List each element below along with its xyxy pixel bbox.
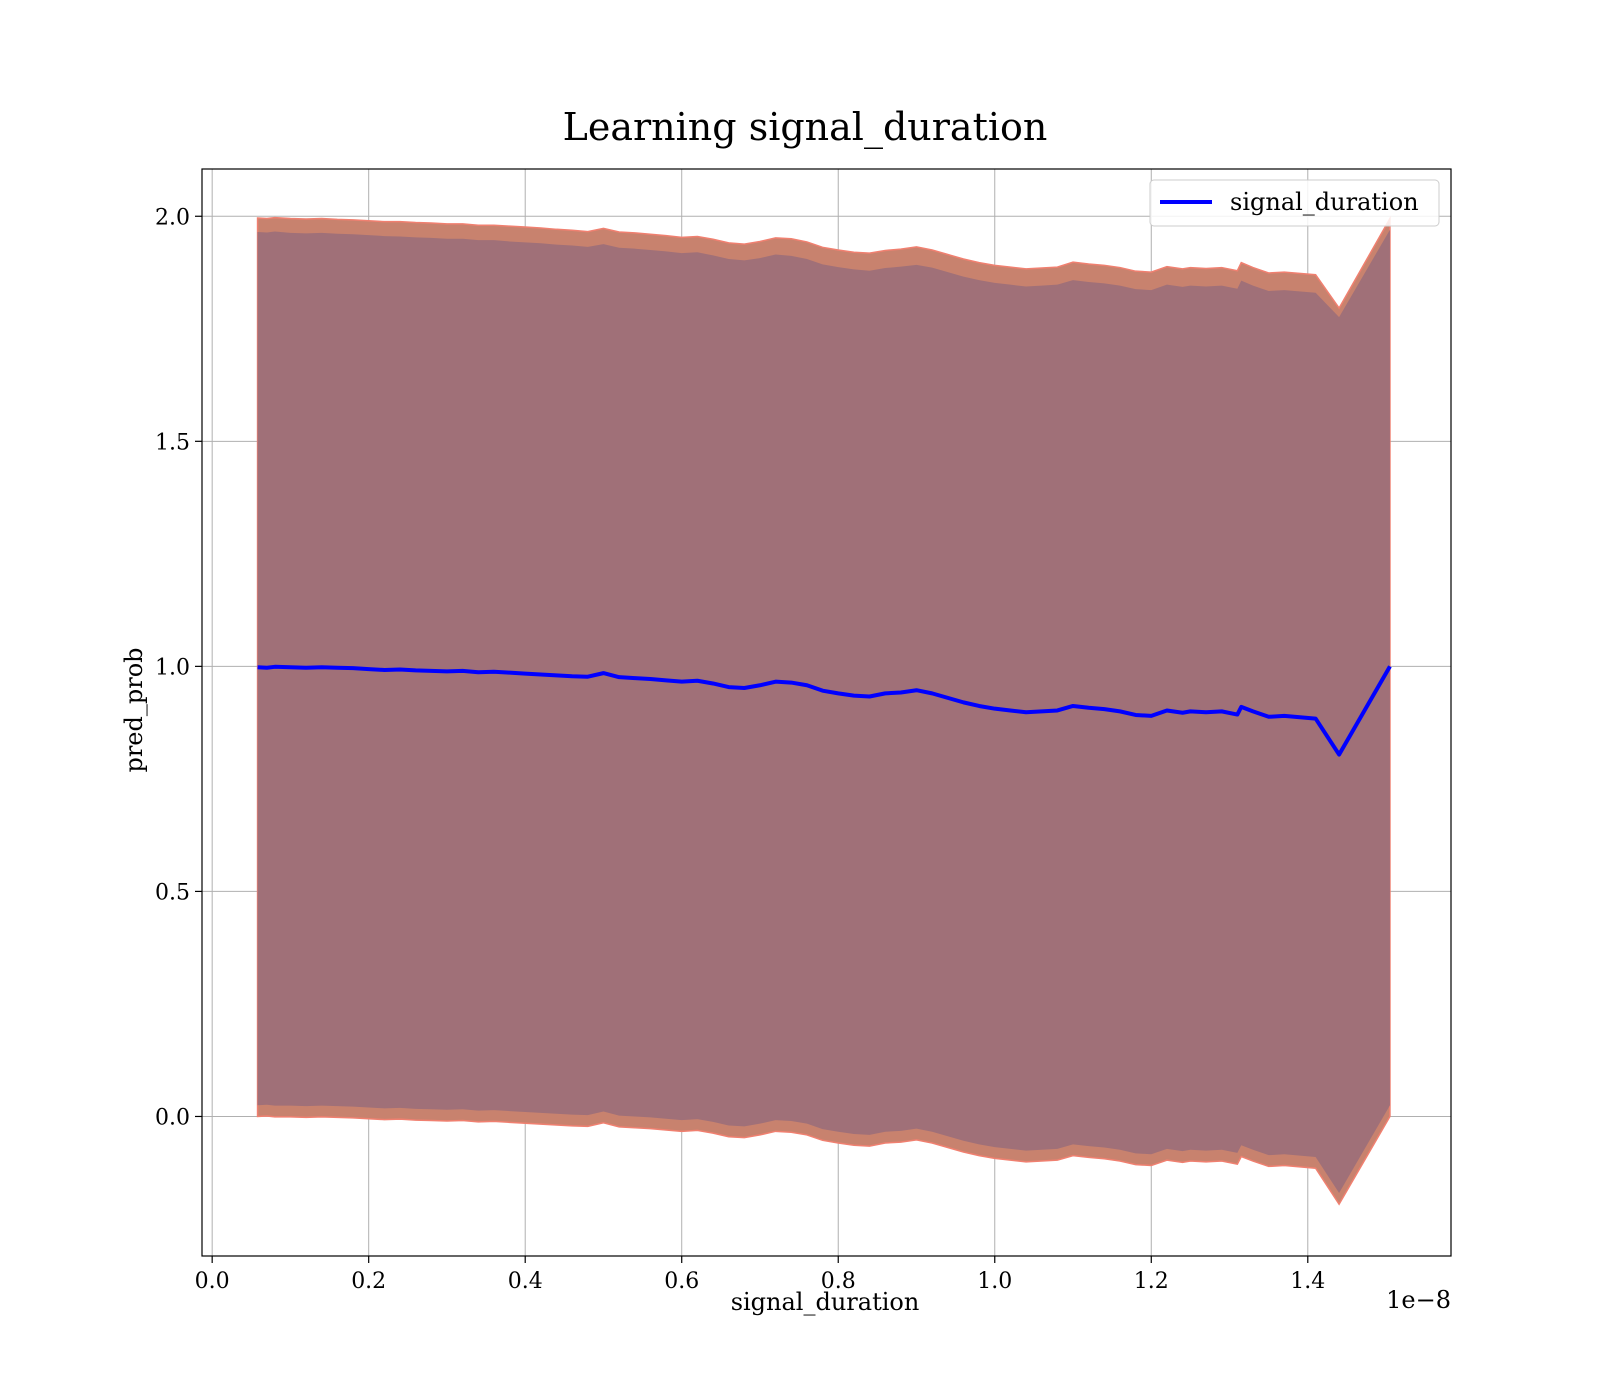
x-axis-ticks: 0.0 0.2 0.4 0.6 0.8 1.0 1.2 1.4	[195, 1256, 1325, 1294]
series-lines	[257, 664, 1392, 757]
y-axis-label: pred_prob	[120, 647, 148, 772]
x-tick-label: 0.2	[351, 1269, 386, 1294]
chart-title: Learning signal_duration	[563, 105, 1048, 150]
x-tick-label: 0.4	[508, 1269, 543, 1294]
y-tick-label: 0.0	[155, 1105, 190, 1130]
y-tick-label: 2.0	[155, 205, 190, 230]
x-axis-label: signal_duration	[731, 1288, 920, 1316]
x-tick-label: 0.6	[664, 1269, 699, 1294]
y-axis-ticks: 0.0 0.5 1.0 1.5 2.0	[155, 205, 202, 1130]
x-tick-label: 1.0	[977, 1269, 1012, 1294]
x-tick-label: 0.8	[821, 1269, 856, 1294]
x-tick-label: 1.2	[1134, 1269, 1169, 1294]
y-tick-label: 1.5	[155, 430, 190, 455]
x-axis-offset-label: 1e−8	[1386, 1286, 1451, 1314]
series-line-signal-duration	[257, 664, 1392, 757]
x-tick-label: 1.4	[1290, 1269, 1325, 1294]
confidence-bands	[256, 215, 1391, 1206]
legend: signal_duration	[1149, 179, 1440, 227]
plot-frame	[201, 168, 1452, 1257]
y-tick-label: 1.0	[155, 655, 190, 680]
y-tick-label: 0.5	[155, 880, 190, 905]
x-tick-label: 0.0	[195, 1269, 230, 1294]
confidence-band-inner	[257, 229, 1390, 1193]
legend-label-signal-duration: signal_duration	[1230, 188, 1419, 216]
legend-box	[1149, 179, 1440, 227]
